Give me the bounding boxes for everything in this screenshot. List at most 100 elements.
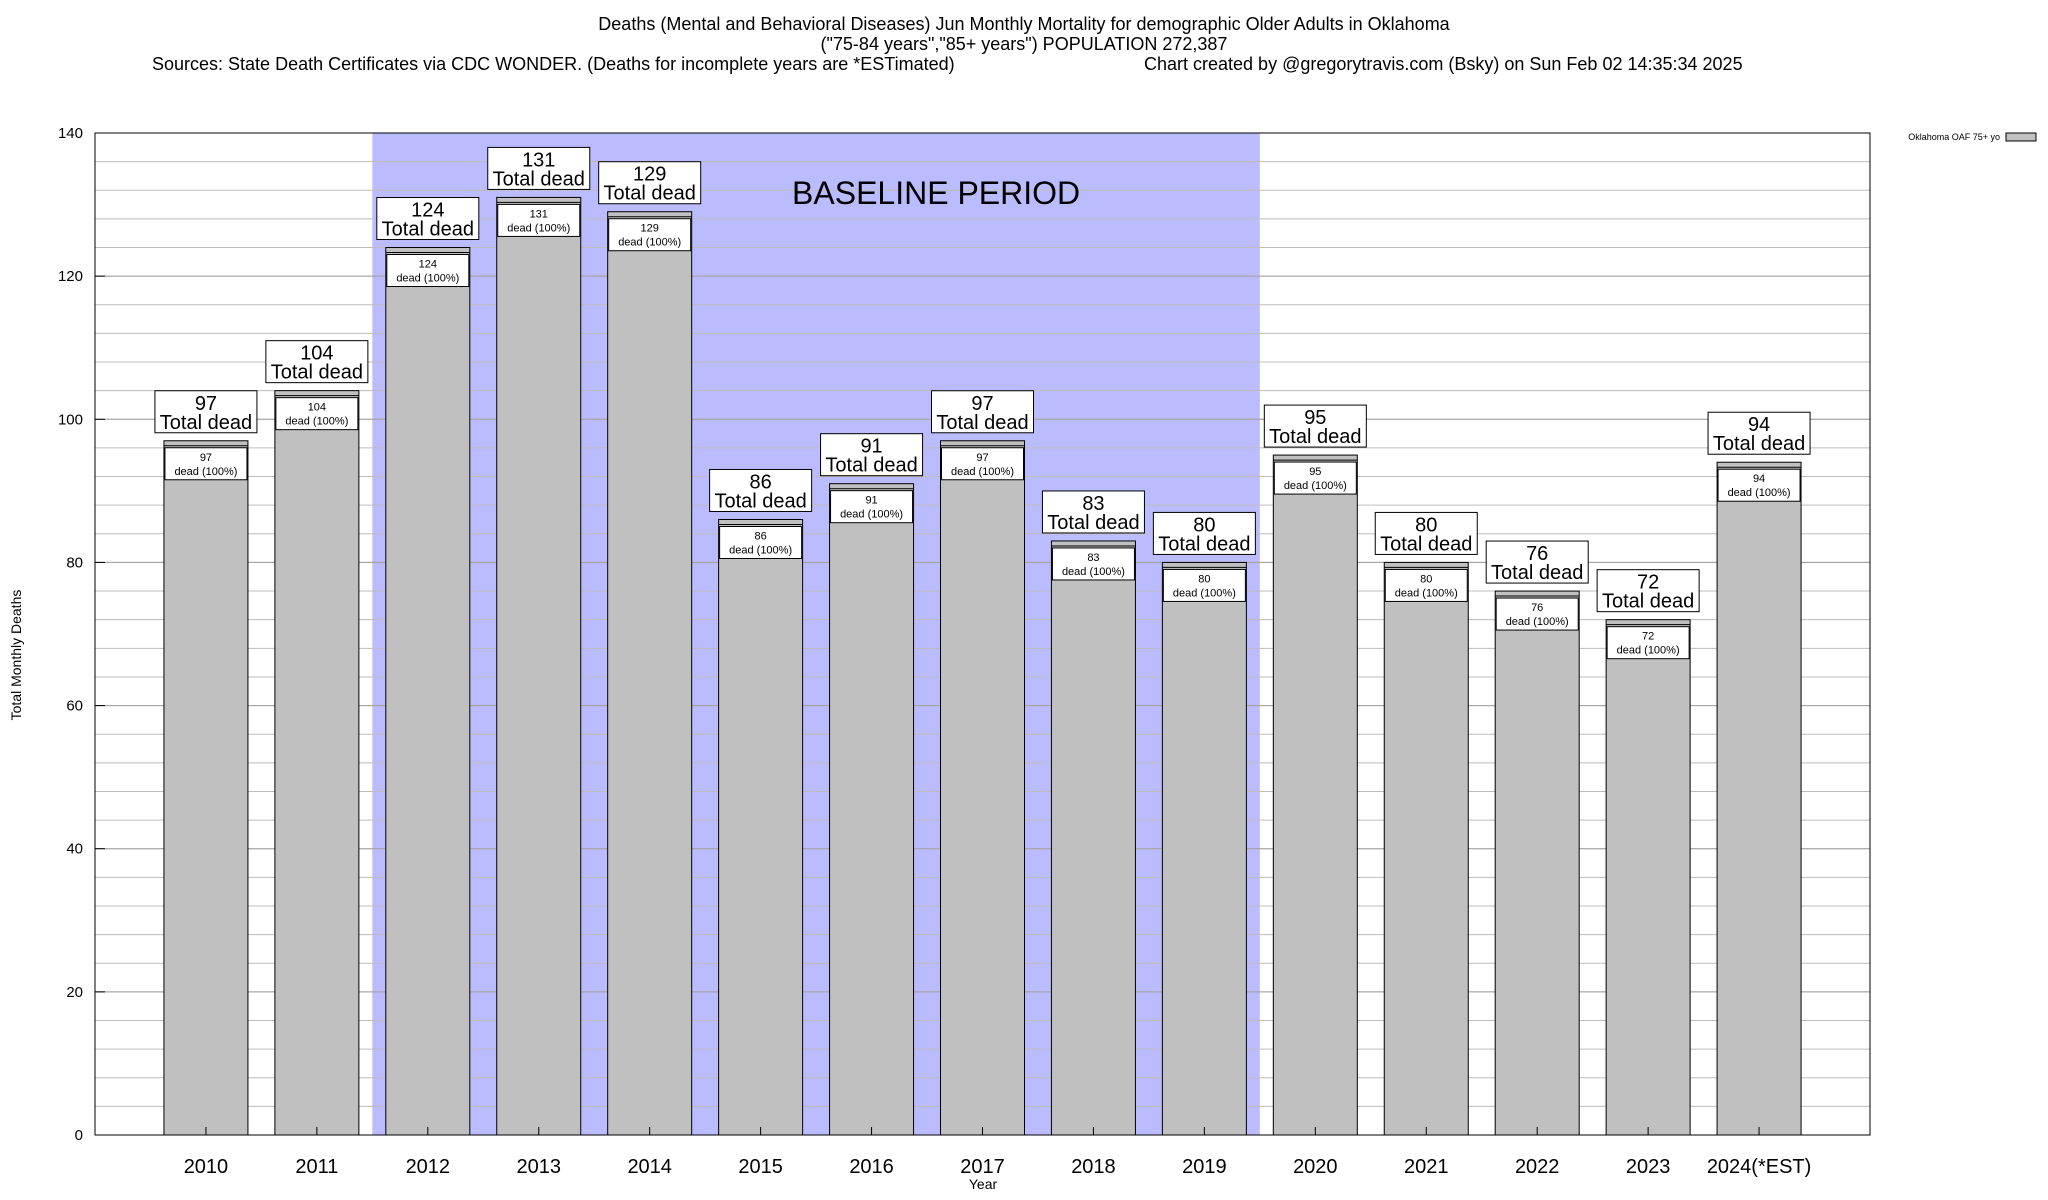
bar — [1605, 619, 1691, 1136]
bar-inner-value: 80 — [1420, 573, 1432, 585]
bar-inner-value: 91 — [865, 495, 877, 507]
bar-top-label: Total dead — [1047, 512, 1139, 534]
bar-top-label: Total dead — [604, 183, 696, 205]
bar-top-label: Total dead — [1158, 533, 1250, 555]
bar-inner-value: 97 — [200, 452, 212, 464]
bar-top-value: 97 — [195, 393, 217, 415]
bar — [1161, 561, 1247, 1136]
bar — [1272, 454, 1358, 1136]
bar — [940, 440, 1025, 1136]
bar-inner-label: dead (100%) — [840, 509, 903, 521]
bar-top-label-box — [1485, 540, 1589, 584]
baseline-period-label: BASELINE PERIOD — [792, 175, 1080, 211]
bar-top-value: 131 — [522, 149, 555, 171]
bar-inner-label-box — [1273, 461, 1357, 495]
bar — [274, 390, 360, 1136]
bar-inner-label: dead (100%) — [1617, 645, 1680, 657]
x-tick-label: 2014 — [627, 1156, 672, 1178]
y-tick-label: 40 — [66, 841, 83, 858]
bar-inner-value: 86 — [755, 530, 767, 542]
bar — [163, 440, 249, 1136]
bar-inner-label-box — [1384, 568, 1468, 602]
bar-inner-value: 80 — [1198, 573, 1210, 585]
bar-top-value: 97 — [971, 393, 993, 415]
bar-top-value: 72 — [1637, 572, 1659, 594]
bar-inner-label-box — [1495, 597, 1579, 631]
bar-top-label-box — [820, 433, 924, 477]
bar-top-label-box — [1596, 569, 1700, 613]
y-tick-label: 100 — [58, 411, 83, 428]
bar-top-value: 129 — [633, 164, 666, 186]
x-tick-label: 2015 — [738, 1156, 783, 1178]
bar-top-label: Total dead — [382, 219, 474, 241]
bar-inner-label-box — [1051, 547, 1135, 581]
x-tick-label: 2024(*EST) — [1707, 1156, 1812, 1178]
bar-top-value: 80 — [1193, 514, 1215, 536]
x-tick-label: 2019 — [1182, 1156, 1227, 1178]
bar-top-label: Total dead — [936, 412, 1028, 434]
bar-inner-value: 72 — [1642, 631, 1654, 643]
bar-top-label-box — [487, 146, 591, 190]
x-tick-label: 2010 — [184, 1156, 229, 1178]
bar — [1716, 461, 1802, 1136]
y-tick-label: 80 — [66, 554, 83, 571]
bar-top-label-box — [1041, 490, 1145, 534]
bar-inner-label: dead (100%) — [951, 466, 1014, 478]
x-tick-label: 2011 — [295, 1156, 338, 1178]
bar — [718, 518, 804, 1136]
bar-top-label: Total dead — [1269, 426, 1361, 448]
bar-top-label: Total dead — [1380, 533, 1472, 555]
bar-top-label-box — [154, 390, 258, 434]
bar-inner-value: 94 — [1753, 473, 1765, 485]
bar-inner-value: 97 — [976, 452, 988, 464]
legend-label: Oklahoma OAF 75+ yo — [1908, 132, 2000, 142]
bar-inner-label-box — [1162, 568, 1246, 602]
bar-inner-label-box — [719, 525, 803, 559]
bar-top-label-box — [376, 197, 480, 241]
y-tick-label: 140 — [58, 125, 83, 142]
bar-inner-label: dead (100%) — [1728, 487, 1791, 499]
bar-top-label: Total dead — [1491, 562, 1583, 584]
bar-top-value: 94 — [1748, 414, 1770, 436]
bar-inner-label: dead (100%) — [1506, 616, 1569, 628]
bar-inner-value: 124 — [419, 259, 437, 271]
bar-inner-label-box — [164, 447, 248, 481]
bar-top-label-box — [1707, 411, 1811, 455]
bar-top-label: Total dead — [271, 362, 363, 384]
bar-inner-value: 83 — [1087, 552, 1099, 564]
bar-inner-label-box — [941, 447, 1024, 481]
bar-top-label-box — [709, 468, 813, 512]
bar-inner-label: dead (100%) — [1284, 480, 1347, 492]
bar-top-value: 124 — [411, 200, 444, 222]
bar-inner-value: 95 — [1309, 466, 1321, 478]
chart-title-line-2: ("75-84 years","85+ years") POPULATION 2… — [820, 34, 1228, 54]
bar-inner-label: dead (100%) — [1173, 587, 1236, 599]
y-tick-label: 20 — [66, 984, 83, 1001]
bar-top-label: Total dead — [1713, 433, 1805, 455]
bar-top-value: 86 — [750, 471, 772, 493]
chart-credit: Chart created by @gregorytravis.com (Bsk… — [1144, 54, 1743, 74]
plot-area-border — [94, 132, 1871, 1136]
y-tick-label: 120 — [58, 268, 83, 285]
x-axis-label: Year — [968, 1176, 998, 1192]
bar-inner-label: dead (100%) — [1395, 587, 1458, 599]
bar-top-value: 104 — [300, 343, 333, 365]
chart-title: Deaths (Mental and Behavioral Diseases) … — [0, 14, 2048, 54]
bar-inner-label-box — [830, 490, 914, 524]
bar-inner-label-box — [1717, 468, 1801, 502]
bar-inner-label: dead (100%) — [729, 544, 792, 556]
bar-inner-value: 76 — [1531, 602, 1543, 614]
bar-inner-label-box — [608, 218, 692, 252]
bar-top-label: Total dead — [714, 490, 806, 512]
bar-top-label: Total dead — [160, 412, 252, 434]
bar — [385, 247, 471, 1136]
bar-top-label-box — [931, 390, 1034, 434]
bar-top-label-box — [1374, 511, 1478, 555]
bar-inner-label: dead (100%) — [1062, 566, 1125, 578]
bar-top-label: Total dead — [493, 168, 585, 190]
bar — [496, 196, 582, 1136]
x-tick-label: 2016 — [849, 1156, 894, 1178]
bar-inner-label: dead (100%) — [285, 416, 348, 428]
chart-title-line-1: Deaths (Mental and Behavioral Diseases) … — [598, 14, 1450, 34]
